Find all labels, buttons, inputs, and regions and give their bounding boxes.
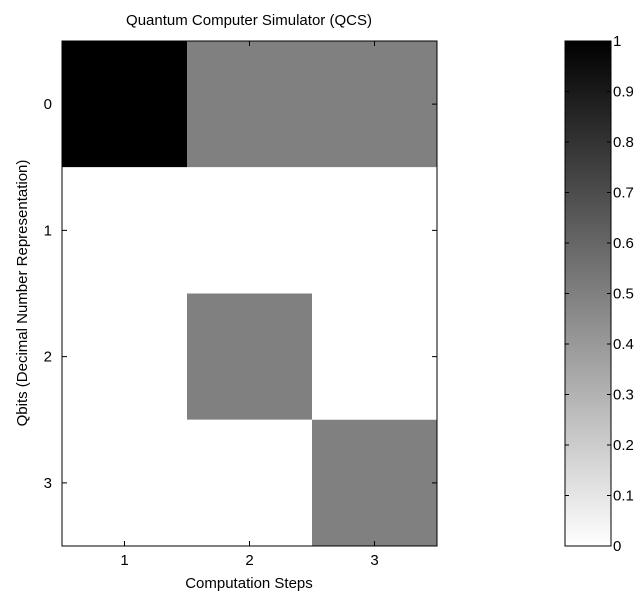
colorbar-ticks: 0 0.1 0.2 0.3 0.4 0.5 0.6 0.7 0.8 0.9 1 <box>565 33 634 555</box>
y-tick-label: 0 <box>44 96 52 113</box>
heatmap-cells <box>62 41 437 546</box>
heatmap-cell <box>187 167 312 294</box>
colorbar-tick-label: 0 <box>613 538 621 555</box>
colorbar-tick-label: 0.8 <box>613 134 634 151</box>
chart-title: Quantum Computer Simulator (QCS) <box>126 12 372 29</box>
heatmap-cell <box>312 293 437 420</box>
colorbar-tick-label: 0.4 <box>613 336 634 353</box>
heatmap-cell <box>187 41 312 168</box>
colorbar-tick-label: 0.7 <box>613 185 634 202</box>
heatmap-cell <box>312 167 437 294</box>
colorbar-tick-label: 1 <box>613 33 621 50</box>
heatmap-cell <box>187 293 312 420</box>
x-tick-label: 3 <box>370 552 378 569</box>
y-tick-label: 3 <box>44 475 52 492</box>
heatmap-cell <box>62 293 187 420</box>
y-tick-label: 1 <box>44 222 52 239</box>
x-tick-label: 2 <box>245 552 253 569</box>
x-tick-label: 1 <box>120 552 128 569</box>
x-axis: 1 2 3 <box>120 41 379 569</box>
y-axis-label: Qbits (Decimal Number Representation) <box>14 160 31 427</box>
heatmap-cell <box>312 419 437 546</box>
x-axis-label: Computation Steps <box>185 575 313 592</box>
colorbar-tick-label: 0.3 <box>613 387 634 404</box>
heatmap-cell <box>62 167 187 294</box>
y-axis: 0 1 2 3 <box>44 96 437 492</box>
y-tick-label: 2 <box>44 349 52 366</box>
colorbar <box>564 40 612 547</box>
colorbar-tick-label: 0.9 <box>613 84 634 101</box>
colorbar-tick-label: 0.6 <box>613 235 634 252</box>
heatmap-cell <box>187 419 312 546</box>
colorbar-tick-label: 0.5 <box>613 286 634 303</box>
heatmap-cell <box>312 41 437 168</box>
colorbar-tick-label: 0.2 <box>613 437 634 454</box>
heatmap-cell <box>62 41 187 168</box>
colorbar-tick-label: 0.1 <box>613 488 634 505</box>
heatmap-cell <box>62 419 187 546</box>
